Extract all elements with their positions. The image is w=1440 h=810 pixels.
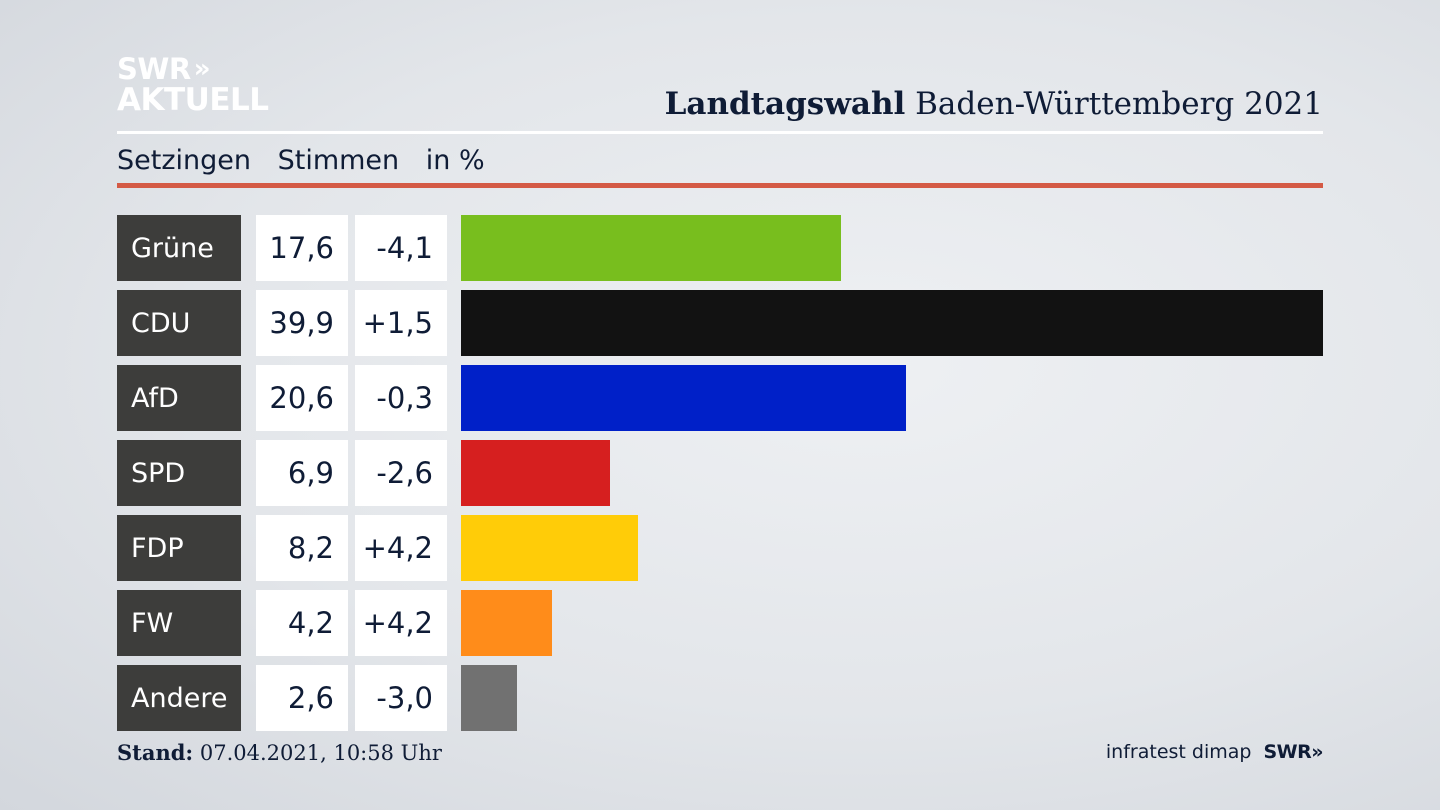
header-divider — [117, 131, 1323, 134]
swr-aktuell-logo: SWR» AKTUELL — [117, 54, 269, 116]
party-label: AfD — [117, 365, 241, 431]
bar — [461, 590, 552, 656]
page-title: Landtagswahl Baden-Württemberg 2021 — [665, 86, 1323, 122]
bar — [461, 365, 906, 431]
result-row: AfD 20,6 -0,3 — [117, 365, 1323, 431]
party-label: Grüne — [117, 215, 241, 281]
subheader-place: Setzingen — [117, 145, 251, 176]
accent-divider — [117, 183, 1323, 188]
source-credit: infratest dimap SWR» — [1105, 741, 1324, 763]
stand-label: Stand: — [117, 740, 194, 765]
title-bold: Landtagswahl — [664, 86, 906, 122]
chevron-right-icon: » — [193, 54, 211, 84]
change-value: +1,5 — [355, 290, 447, 356]
change-value: +4,2 — [355, 515, 447, 581]
bar — [461, 665, 517, 731]
subheader-metric: Stimmen — [277, 145, 400, 176]
vote-share-value: 2,6 — [256, 665, 348, 731]
result-row: FDP 8,2 +4,2 — [117, 515, 1323, 581]
vote-share-value: 39,9 — [256, 290, 348, 356]
party-label: CDU — [117, 290, 241, 356]
change-value: -4,1 — [355, 215, 447, 281]
change-value: -2,6 — [355, 440, 447, 506]
bar — [461, 515, 638, 581]
party-label: FDP — [117, 515, 241, 581]
vote-share-value: 4,2 — [256, 590, 348, 656]
stand-value: 07.04.2021, 10:58 Uhr — [199, 741, 442, 765]
timestamp: Stand: 07.04.2021, 10:58 Uhr — [117, 740, 442, 765]
source-label: infratest dimap — [1105, 741, 1252, 763]
change-value: -3,0 — [355, 665, 447, 731]
vote-share-value: 17,6 — [256, 215, 348, 281]
change-value: +4,2 — [355, 590, 447, 656]
bar — [461, 440, 610, 506]
change-value: -0,3 — [355, 365, 447, 431]
result-row: Grüne 17,6 -4,1 — [117, 215, 1323, 281]
vote-share-value: 20,6 — [256, 365, 348, 431]
result-row: Andere 2,6 -3,0 — [117, 665, 1323, 731]
result-row: FW 4,2 +4,2 — [117, 590, 1323, 656]
vote-share-value: 8,2 — [256, 515, 348, 581]
swr-logo-small: SWR» — [1263, 741, 1323, 763]
logo-line1: SWR — [117, 52, 191, 86]
bar — [461, 215, 841, 281]
result-row: CDU 39,9 +1,5 — [117, 290, 1323, 356]
vote-share-value: 6,9 — [256, 440, 348, 506]
subheader: Setzingen Stimmen in % — [117, 145, 503, 176]
party-label: FW — [117, 590, 241, 656]
title-rest: Baden-Württemberg 2021 — [915, 86, 1323, 122]
result-row: SPD 6,9 -2,6 — [117, 440, 1323, 506]
subheader-unit: in % — [425, 145, 485, 176]
logo-line2: AKTUELL — [117, 82, 269, 118]
bar — [461, 290, 1323, 356]
party-label: Andere — [117, 665, 241, 731]
results-bar-chart: Grüne 17,6 -4,1 CDU 39,9 +1,5 AfD 20,6 -0,3 SPD 6,… — [117, 215, 1323, 731]
party-label: SPD — [117, 440, 241, 506]
